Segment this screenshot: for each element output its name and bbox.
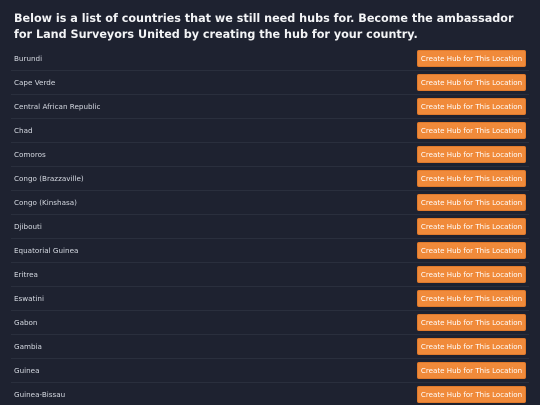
country-row: Gabon Create Hub for This Location — [11, 311, 529, 335]
create-hub-button[interactable]: Create Hub for This Location — [417, 362, 526, 379]
country-name: Eswatini — [14, 294, 44, 303]
create-hub-button[interactable]: Create Hub for This Location — [417, 218, 526, 235]
country-row: Eritrea Create Hub for This Location — [11, 263, 529, 287]
country-name: Congo (Kinshasa) — [14, 198, 77, 207]
create-hub-button[interactable]: Create Hub for This Location — [417, 266, 526, 283]
country-row: Eswatini Create Hub for This Location — [11, 287, 529, 311]
country-name: Guinea-Bissau — [14, 390, 66, 399]
create-hub-button[interactable]: Create Hub for This Location — [417, 98, 526, 115]
country-row: Guinea Create Hub for This Location — [11, 359, 529, 383]
country-name: Guinea — [14, 366, 40, 375]
create-hub-button[interactable]: Create Hub for This Location — [417, 170, 526, 187]
country-row: Central African Republic Create Hub for T… — [11, 95, 529, 119]
country-name: Burundi — [14, 54, 43, 63]
country-name: Cape Verde — [14, 78, 56, 87]
create-hub-button[interactable]: Create Hub for This Location — [417, 314, 526, 331]
country-row: Gambia Create Hub for This Location — [11, 335, 529, 359]
country-row: Comoros Create Hub for This Location — [11, 143, 529, 167]
page-heading: Below is a list of countries that we sti… — [14, 12, 514, 41]
create-hub-button[interactable]: Create Hub for This Location — [417, 338, 526, 355]
country-row: Guinea-Bissau Create Hub for This Locatio… — [11, 383, 529, 405]
country-row: Djibouti Create Hub for This Location — [11, 215, 529, 239]
country-row: Burundi Create Hub for This Location — [11, 47, 529, 71]
country-name: Djibouti — [14, 222, 42, 231]
create-hub-button[interactable]: Create Hub for This Location — [417, 146, 526, 163]
create-hub-button[interactable]: Create Hub for This Location — [417, 74, 526, 91]
country-name: Eritrea — [14, 270, 38, 279]
country-name: Equatorial Guinea — [14, 246, 79, 255]
country-list: Burundi Create Hub for This Location Cape … — [11, 47, 529, 405]
country-name: Chad — [14, 126, 33, 135]
country-row: Congo (Kinshasa) Create Hub for This Loca… — [11, 191, 529, 215]
country-name: Gambia — [14, 342, 42, 351]
country-row: Equatorial Guinea Create Hub for This Loc… — [11, 239, 529, 263]
country-name: Central African Republic — [14, 102, 101, 111]
create-hub-button[interactable]: Create Hub for This Location — [417, 290, 526, 307]
create-hub-button[interactable]: Create Hub for This Location — [417, 50, 526, 67]
country-name: Comoros — [14, 150, 46, 159]
country-name: Gabon — [14, 318, 38, 327]
country-row: Chad Create Hub for This Location — [11, 119, 529, 143]
country-name: Congo (Brazzaville) — [14, 174, 84, 183]
create-hub-button[interactable]: Create Hub for This Location — [417, 194, 526, 211]
country-row: Congo (Brazzaville) Create Hub for This L… — [11, 167, 529, 191]
create-hub-button[interactable]: Create Hub for This Location — [417, 242, 526, 259]
create-hub-button[interactable]: Create Hub for This Location — [417, 386, 526, 403]
country-row: Cape Verde Create Hub for This Location — [11, 71, 529, 95]
create-hub-button[interactable]: Create Hub for This Location — [417, 122, 526, 139]
